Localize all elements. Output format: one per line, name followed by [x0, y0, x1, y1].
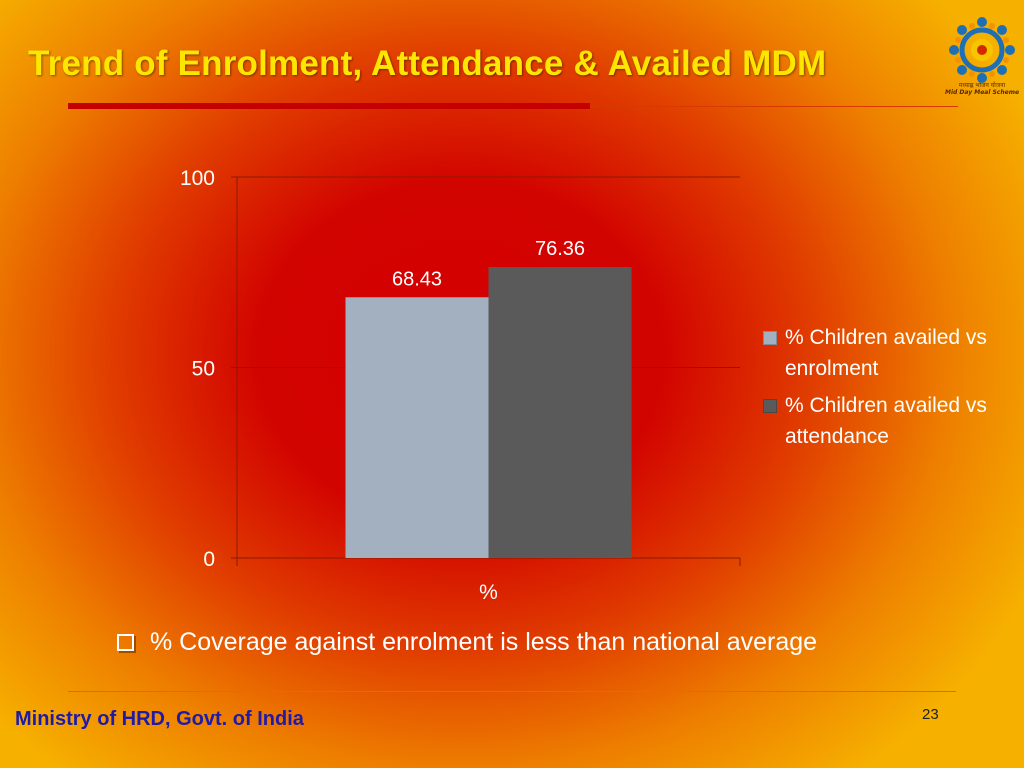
- checkbox-bullet-icon: [117, 634, 134, 651]
- bar-series-1: [345, 297, 489, 558]
- x-category-label: %: [479, 581, 498, 604]
- footer-ministry: Ministry of HRD, Govt. of India: [15, 708, 304, 730]
- title-underline-thin: [590, 106, 958, 107]
- legend-item-series-2: % Children availed vs attendance: [763, 390, 1003, 452]
- logo-caption-english: Mid Day Meal Scheme: [944, 89, 1020, 96]
- bullet-point: % Coverage against enrolment is less tha…: [117, 628, 817, 657]
- mid-day-meal-scheme-logo-icon: [949, 17, 1015, 83]
- chart-legend: % Children availed vs enrolment % Childre…: [763, 322, 1003, 458]
- y-tick-label-100: 100: [180, 167, 215, 190]
- legend-label: % Children availed vs enrolment: [785, 326, 987, 380]
- title-underline: [68, 103, 590, 109]
- data-label-series-1: 68.43: [392, 268, 442, 290]
- footer-divider: [68, 691, 956, 692]
- page-number: 23: [922, 706, 939, 723]
- legend-item-series-1: % Children availed vs enrolment: [763, 322, 1003, 384]
- legend-swatch: [763, 331, 777, 345]
- legend-label: % Children availed vs attendance: [785, 394, 987, 448]
- bullet-text: % Coverage against enrolment is less tha…: [150, 628, 818, 656]
- logo-caption-hindi: मध्याह्न भोजन योजना: [958, 82, 1006, 89]
- y-tick-label-50: 50: [192, 358, 215, 381]
- legend-swatch: [763, 399, 777, 413]
- logo-caption: मध्याह्न भोजन योजना Mid Day Meal Scheme: [940, 82, 1024, 96]
- y-tick-label-0: 0: [203, 548, 215, 571]
- bar-series-2: [488, 267, 632, 558]
- slide-title: Trend of Enrolment, Attendance & Availed…: [28, 44, 827, 83]
- data-label-series-2: 76.36: [535, 238, 585, 260]
